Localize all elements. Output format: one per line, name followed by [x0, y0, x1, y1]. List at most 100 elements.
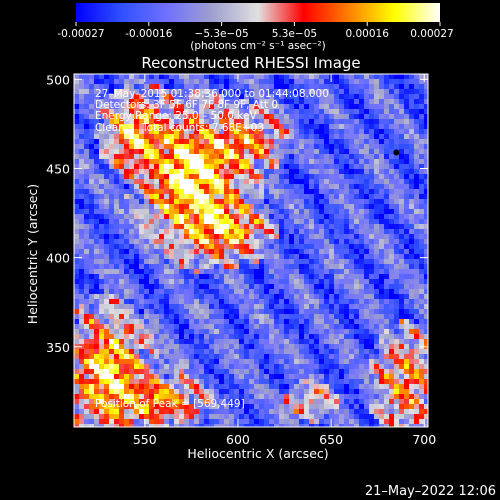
heatmap-cell: [394, 79, 400, 85]
heatmap-cell: [274, 379, 280, 385]
heatmap-cell: [379, 214, 385, 220]
heatmap-cell: [179, 299, 185, 305]
heatmap-cell: [224, 409, 230, 415]
heatmap-cell: [414, 174, 420, 180]
heatmap-cell: [124, 204, 130, 210]
heatmap-cell: [239, 79, 245, 85]
heatmap-cell: [284, 299, 290, 305]
heatmap-cell: [369, 109, 375, 115]
heatmap-cell: [224, 244, 230, 250]
heatmap-cell: [364, 164, 370, 170]
heatmap-cell: [424, 414, 428, 420]
heatmap-cell: [104, 204, 110, 210]
heatmap-cell: [204, 249, 210, 255]
heatmap-cell: [99, 334, 105, 340]
heatmap-cell: [189, 124, 195, 130]
heatmap-cell: [129, 359, 135, 365]
heatmap-cell: [194, 399, 200, 405]
heatmap-cell: [244, 399, 250, 405]
heatmap-cell: [409, 159, 415, 165]
heatmap-cell: [139, 324, 145, 330]
heatmap-cell: [339, 199, 345, 205]
heatmap-cell: [154, 374, 160, 380]
heatmap-cell: [234, 314, 240, 320]
heatmap-cell: [219, 134, 225, 140]
heatmap-cell: [389, 324, 395, 330]
heatmap-cell: [134, 94, 140, 100]
heatmap-cell: [354, 394, 360, 400]
heatmap-cell: [379, 239, 385, 245]
heatmap-cell: [384, 159, 390, 165]
heatmap-cell: [339, 404, 345, 410]
heatmap-cell: [309, 119, 315, 125]
heatmap-cell: [239, 184, 245, 190]
heatmap-cell: [84, 124, 90, 130]
heatmap-cell: [249, 304, 255, 310]
heatmap-cell: [394, 229, 400, 235]
heatmap-cell: [334, 139, 340, 145]
heatmap-cell: [169, 409, 175, 415]
heatmap-cell: [264, 119, 270, 125]
heatmap-cell: [404, 129, 410, 135]
heatmap-cell: [414, 394, 420, 400]
heatmap-cell: [334, 224, 340, 230]
heatmap-cell: [79, 389, 85, 395]
heatmap-cell: [269, 419, 275, 425]
heatmap-cell: [154, 124, 160, 130]
heatmap-cell: [369, 359, 375, 365]
heatmap-cell: [374, 114, 380, 120]
heatmap-cell: [399, 174, 405, 180]
heatmap-cell: [194, 239, 200, 245]
heatmap-cell: [249, 404, 255, 410]
heatmap-cell: [284, 264, 290, 270]
heatmap-cell: [129, 339, 135, 345]
heatmap-cell: [384, 259, 390, 265]
heatmap-cell: [84, 74, 90, 80]
heatmap-cell: [144, 119, 150, 125]
heatmap-cell: [324, 219, 330, 225]
heatmap-cell: [139, 374, 145, 380]
heatmap-cell: [304, 264, 310, 270]
heatmap-cell: [254, 224, 260, 230]
heatmap-cell: [379, 129, 385, 135]
heatmap-cell: [139, 224, 145, 230]
heatmap-cell: [414, 284, 420, 290]
heatmap-cell: [384, 369, 390, 375]
heatmap-cell: [129, 194, 135, 200]
heatmap-cell: [424, 74, 428, 80]
heatmap-cell: [219, 399, 225, 405]
heatmap-cell: [364, 84, 370, 90]
heatmap-cell: [404, 139, 410, 145]
heatmap-cell: [204, 354, 210, 360]
heatmap-cell: [109, 309, 115, 315]
heatmap-cell: [174, 104, 180, 110]
heatmap-cell: [364, 399, 370, 405]
heatmap-cell: [394, 379, 400, 385]
heatmap-cell: [99, 154, 105, 160]
heatmap-cell: [309, 144, 315, 150]
heatmap-cell: [184, 229, 190, 235]
heatmap-cell: [224, 419, 230, 425]
heatmap-cell: [89, 204, 95, 210]
heatmap-cell: [104, 369, 110, 375]
heatmap-cell: [169, 209, 175, 215]
heatmap-cell: [319, 164, 325, 170]
heatmap-cell: [329, 179, 335, 185]
heatmap-cell: [174, 114, 180, 120]
heatmap-cell: [359, 224, 365, 230]
heatmap-cell: [79, 129, 85, 135]
heatmap-cell: [369, 144, 375, 150]
heatmap-cell: [299, 384, 305, 390]
heatmap-cell: [374, 214, 380, 220]
heatmap-cell: [314, 144, 320, 150]
heatmap-cell: [304, 304, 310, 310]
heatmap-cell: [159, 114, 165, 120]
heatmap-cell: [369, 139, 375, 145]
heatmap-cell: [104, 344, 110, 350]
heatmap-cell: [254, 384, 260, 390]
heatmap-cell: [144, 174, 150, 180]
heatmap-cell: [249, 344, 255, 350]
heatmap-cell: [99, 384, 105, 390]
heatmap-cell: [129, 274, 135, 280]
heatmap-cell: [104, 169, 110, 175]
